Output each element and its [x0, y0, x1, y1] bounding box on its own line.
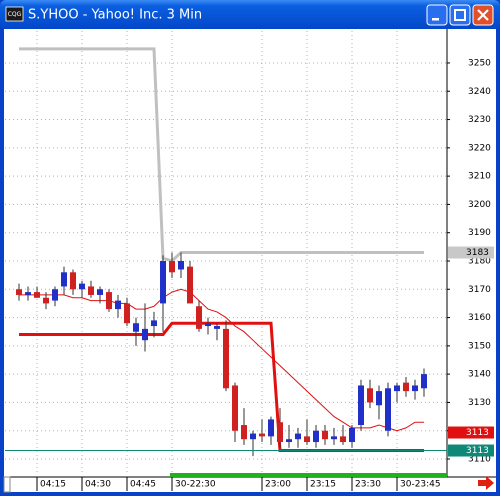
y-tick-label: 3140 [468, 370, 491, 380]
y-tick-label: 3130 [468, 398, 491, 408]
candle-body [133, 323, 139, 332]
y-tick-label: 3180 [468, 256, 491, 266]
x-tick-label: 23:15 [310, 480, 336, 490]
y-tick-label: 3110 [468, 455, 491, 465]
close-button[interactable] [472, 4, 494, 26]
y-tick-label: 3200 [468, 200, 491, 210]
x-tick-label: 04:30 [85, 480, 111, 490]
y-tick-label: 3240 [468, 87, 491, 97]
candle-body [70, 272, 76, 290]
candle-body [385, 388, 391, 431]
candle-body [394, 385, 400, 392]
candle-body [205, 323, 211, 327]
minimize-button[interactable] [426, 4, 448, 26]
candle-body [286, 439, 292, 443]
x-tick-label: 30-23:45 [400, 480, 441, 490]
scroll-handle[interactable] [3, 476, 11, 493]
candle-body [214, 326, 220, 329]
candle-body [160, 260, 166, 304]
candle-body [358, 385, 364, 426]
candle-body [151, 320, 157, 327]
scroll-right-arrow[interactable] [478, 476, 494, 490]
candle-body [304, 436, 310, 443]
app-icon-text: CQG [8, 11, 22, 18]
title-bar [0, 0, 500, 29]
indicator-line [19, 47, 424, 263]
candle-body [376, 391, 382, 406]
y-tick-label: 3150 [468, 341, 491, 351]
candle-body [79, 283, 85, 290]
candle-body [268, 419, 274, 437]
candle-body [223, 328, 229, 389]
candle-body [421, 374, 427, 389]
x-tick-label: 23:00 [265, 480, 291, 490]
candle-body [232, 385, 238, 431]
price-marker-box [448, 444, 494, 457]
candle-body [367, 388, 373, 403]
candle-body [124, 303, 130, 324]
y-tick-label: 3250 [468, 58, 491, 68]
y-tick-label: 3170 [468, 285, 491, 295]
candle-body [97, 289, 103, 295]
x-tick-label: 23:30 [355, 480, 381, 490]
indicator-line [19, 288, 424, 432]
candle-body [142, 328, 148, 341]
price-marker-box [448, 246, 494, 259]
x-tick-label: 04:15 [40, 480, 66, 490]
candle-body [25, 292, 31, 295]
candle-body [313, 430, 319, 443]
candle-body [349, 427, 355, 443]
candle-body [250, 433, 256, 440]
app-icon [5, 6, 24, 22]
candle-body [34, 292, 40, 298]
window-title: S.YHOO - Yahoo! Inc. 3 Min [28, 8, 202, 23]
candle-body [403, 382, 409, 392]
candle-body [331, 436, 337, 440]
y-tick-label: 3160 [468, 313, 491, 323]
candle-body [106, 292, 112, 310]
candle-body [169, 260, 175, 273]
y-tick-label: 3190 [468, 228, 491, 238]
session-bar [170, 473, 447, 477]
price-marker-label: 3113 [466, 446, 489, 456]
y-tick-label: 3210 [468, 172, 491, 182]
candle-body [52, 289, 58, 301]
candle-body [259, 433, 265, 437]
x-tick-label: 30-22:30 [175, 480, 216, 490]
price-marker-label: 3113 [466, 428, 489, 438]
price-marker-label: 3183 [466, 248, 489, 258]
maximize-button[interactable] [449, 4, 471, 26]
candle-body [115, 300, 121, 310]
candle-body [295, 433, 301, 440]
candle-body [178, 260, 184, 270]
x-tick-label: 04:45 [130, 480, 156, 490]
candle-body [277, 422, 283, 443]
candle-body [322, 430, 328, 440]
candle-body [187, 266, 193, 304]
candle-body [16, 289, 22, 295]
candle-body [43, 297, 49, 304]
price-marker-box [448, 426, 494, 439]
plot: 3110312031303140315031603170318031903200… [5, 31, 494, 491]
candle-body [88, 286, 94, 295]
candle-body [412, 385, 418, 392]
candle-body [196, 306, 202, 329]
y-tick-label: 3220 [468, 143, 491, 153]
candle-body [241, 425, 247, 440]
candle-body [340, 436, 346, 443]
y-tick-label: 3230 [468, 115, 491, 125]
candle-body [61, 272, 67, 287]
